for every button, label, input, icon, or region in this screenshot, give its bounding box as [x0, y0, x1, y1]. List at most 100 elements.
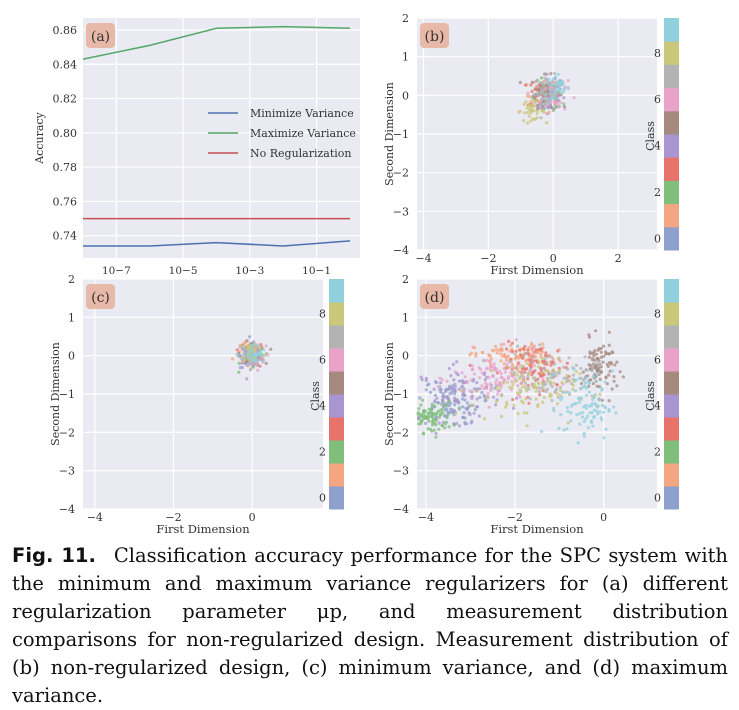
scatter-point-class-9 [552, 82, 557, 86]
scatter-point-class-4 [482, 393, 486, 397]
caption-text: Classification accuracy performance for … [12, 544, 728, 707]
x-axis-label: First Dimension [490, 522, 584, 536]
scatter-point-class-5 [518, 80, 522, 85]
scatter-point-class-0 [478, 395, 482, 399]
scatter-point-class-1 [495, 351, 499, 355]
scatter-point-class-1 [508, 349, 512, 353]
scatter-point-class-4 [466, 407, 470, 411]
scatter-point-class-1 [468, 353, 472, 357]
y-tick-label: 2 [402, 12, 409, 25]
scatter-point-class-9 [549, 376, 554, 380]
scatter-point-class-7 [591, 363, 595, 367]
scatter-point-class-7 [242, 348, 246, 352]
scatter-point-class-5 [543, 72, 547, 76]
scatter-point-class-7 [562, 376, 566, 380]
scatter-point-class-2 [237, 370, 241, 374]
scatter-point-class-4 [419, 375, 423, 379]
scatter-point-class-9 [602, 410, 606, 414]
scatter-point-class-6 [488, 382, 492, 386]
scatter-point-class-7 [590, 368, 595, 373]
y-tick-label: −2 [59, 426, 75, 439]
scatter-point-class-6 [486, 392, 490, 396]
scatter-point-class-2 [428, 411, 432, 415]
scatter-point-class-5 [597, 366, 601, 370]
scatter-point-class-8 [522, 379, 526, 383]
colorbar-segment [664, 371, 679, 395]
scatter-point-class-8 [566, 421, 570, 425]
scatter-point-class-8 [243, 357, 247, 361]
scatter-point-class-9 [569, 411, 573, 415]
scatter-point-class-6 [470, 367, 475, 371]
scatter-point-class-1 [471, 345, 475, 349]
scatter-point-class-5 [612, 375, 616, 379]
scatter-point-class-8 [525, 362, 529, 366]
scatter-point-class-6 [461, 388, 466, 393]
scatter-point-class-7 [489, 386, 493, 390]
scatter-point-class-9 [241, 353, 245, 357]
scatter-point-class-3 [516, 361, 520, 365]
scatter-point-class-6 [479, 367, 483, 372]
scatter-point-class-4 [547, 106, 551, 110]
scatter-point-class-9 [602, 436, 606, 440]
scatter-point-class-9 [593, 401, 597, 406]
scatter-point-class-6 [505, 363, 509, 367]
scatter-point-class-8 [522, 119, 526, 123]
scatter-point-class-3 [529, 83, 533, 87]
scatter-point-class-6 [502, 366, 506, 370]
scatter-point-class-8 [552, 381, 556, 385]
scatter-point-class-8 [248, 343, 252, 347]
scatter-point-class-5 [269, 347, 273, 351]
scatter-point-class-7 [541, 91, 545, 95]
scatter-point-class-6 [552, 99, 556, 103]
y-tick-label: 0.78 [53, 161, 78, 174]
scatter-point-class-7 [597, 363, 602, 367]
scatter-point-class-7 [540, 97, 544, 101]
scatter-point-class-2 [420, 398, 425, 402]
scatter-point-class-9 [561, 90, 566, 94]
scatter-point-class-8 [518, 376, 522, 380]
scatter-point-class-4 [461, 381, 466, 385]
scatter-point-class-2 [447, 399, 451, 403]
scatter-point-class-4 [424, 376, 428, 380]
y-tick-label: −1 [59, 388, 75, 401]
scatter-point-class-7 [481, 358, 486, 362]
scatter-point-class-9 [247, 349, 251, 354]
y-axis-label: Second Dimension [383, 82, 396, 186]
scatter-point-class-2 [432, 428, 436, 432]
panel-label-box [86, 284, 115, 309]
scatter-point-class-5 [591, 382, 596, 386]
scatter-point-class-1 [487, 353, 491, 357]
scatter-point-class-0 [453, 382, 457, 386]
scatter-point-class-7 [543, 357, 547, 361]
scatter-point-class-5 [550, 105, 554, 110]
scatter-point-class-9 [600, 403, 605, 407]
colorbar-segment [664, 134, 679, 158]
scatter-point-class-5 [607, 399, 611, 403]
scatter-point-class-6 [531, 346, 535, 350]
scatter-point-class-6 [472, 372, 476, 376]
scatter-point-class-5 [604, 375, 608, 379]
scatter-point-class-7 [574, 363, 579, 367]
scatter-point-class-7 [547, 99, 551, 103]
scatter-point-class-6 [478, 376, 482, 380]
scatter-point-class-4 [438, 388, 442, 392]
y-tick-label: −4 [393, 244, 409, 257]
scatter-point-class-8 [511, 371, 515, 376]
scatter-point-class-4 [450, 384, 455, 388]
scatter-points [231, 335, 273, 381]
scatter-point-class-4 [441, 398, 445, 402]
scatter-point-class-3 [527, 401, 531, 405]
scatter-point-class-5 [532, 96, 536, 100]
colorbar-segment [664, 203, 679, 228]
scatter-point-class-9 [597, 398, 602, 402]
colorbar: 0 2 4 6 8 Class [644, 18, 679, 251]
scatter-point-class-3 [565, 361, 569, 365]
scatter-point-class-3 [525, 367, 529, 371]
scatter-point-class-9 [556, 72, 560, 76]
scatter-point-class-2 [421, 431, 425, 435]
scatter-point-class-5 [615, 360, 619, 364]
scatter-point-class-6 [497, 369, 502, 373]
scatter-point-class-9 [582, 434, 586, 438]
legend: Minimize Variance Maximize Variance No Reg… [208, 107, 356, 160]
scatter-point-class-7 [545, 361, 549, 365]
